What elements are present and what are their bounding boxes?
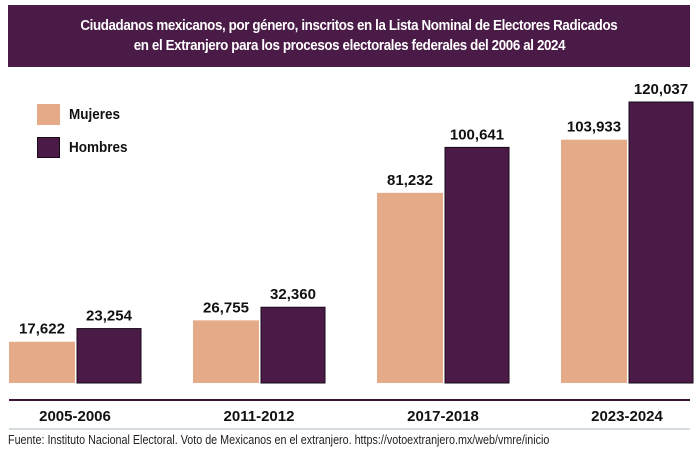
data-label-hombres-2005-2006: 23,254 bbox=[86, 308, 133, 325]
bar-hombres-2017-2018 bbox=[444, 146, 510, 384]
category-label-2005-2006: 2005-2006 bbox=[39, 408, 111, 425]
data-label-mujeres-2023-2024: 103,933 bbox=[567, 119, 621, 136]
chart-title-line-2: en el Extranjero para los procesos elect… bbox=[133, 38, 565, 54]
category-label-2023-2024: 2023-2024 bbox=[591, 408, 663, 425]
bar-mujeres-2011-2012 bbox=[193, 320, 259, 383]
bar-hombres-2011-2012 bbox=[260, 306, 326, 384]
category-label-2017-2018: 2017-2018 bbox=[407, 408, 479, 425]
data-label-hombres-2017-2018: 100,641 bbox=[450, 126, 504, 143]
legend: Mujeres Hombres bbox=[37, 98, 134, 164]
legend-swatch-hombres bbox=[37, 137, 60, 158]
bar-hombres-2005-2006 bbox=[76, 328, 142, 384]
data-label-hombres-2011-2012: 32,360 bbox=[270, 286, 316, 303]
bar-mujeres-2017-2018 bbox=[377, 192, 443, 383]
source-note: Fuente: Instituto Nacional Electoral. Vo… bbox=[8, 433, 550, 447]
legend-item-mujeres: Mujeres bbox=[37, 98, 134, 131]
data-label-mujeres-2017-2018: 81,232 bbox=[387, 172, 433, 189]
legend-label-hombres: Hombres bbox=[69, 139, 128, 156]
bar-hombres-2023-2024 bbox=[628, 101, 694, 384]
data-label-mujeres-2005-2006: 17,622 bbox=[19, 321, 65, 338]
bar-mujeres-2023-2024 bbox=[561, 139, 627, 383]
chart-title-line-1: Ciudadanos mexicanos, por género, inscri… bbox=[80, 18, 618, 34]
data-label-mujeres-2011-2012: 26,755 bbox=[203, 299, 249, 316]
legend-item-hombres: Hombres bbox=[37, 131, 134, 164]
category-label-2011-2012: 2011-2012 bbox=[224, 408, 295, 425]
legend-swatch-mujeres bbox=[37, 104, 60, 125]
bar-mujeres-2005-2006 bbox=[9, 341, 75, 383]
data-label-hombres-2023-2024: 120,037 bbox=[634, 81, 688, 98]
legend-label-mujeres: Mujeres bbox=[69, 106, 121, 123]
chart-title: Ciudadanos mexicanos, por género, inscri… bbox=[8, 5, 690, 67]
